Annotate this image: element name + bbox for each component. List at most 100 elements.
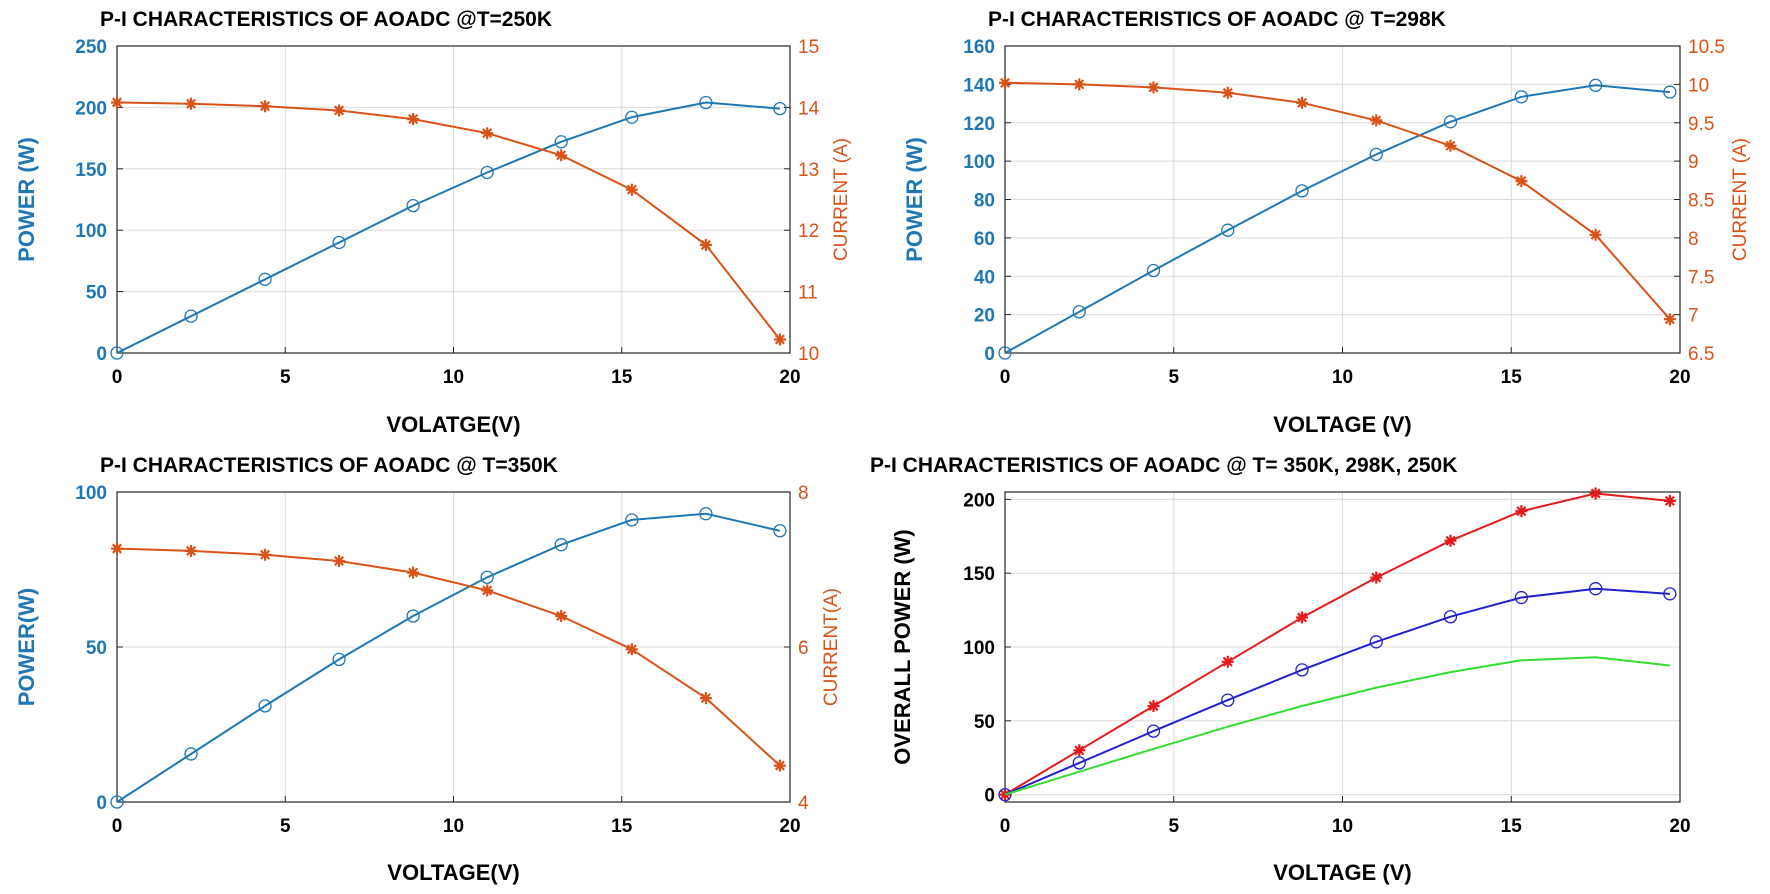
y-tick-label: 50	[86, 638, 107, 659]
data-point-circle	[625, 110, 639, 124]
data-point-circle	[1514, 590, 1529, 605]
y-tick-label: 100	[75, 483, 107, 504]
y2-axis-label: CURRENT (A)	[831, 138, 852, 261]
data-point-star	[1073, 744, 1086, 757]
x-axis-label: VOLATGE(V)	[386, 412, 520, 437]
y-tick-label: 150	[75, 160, 107, 181]
data-point-star	[999, 76, 1011, 89]
data-point-star	[773, 759, 786, 772]
y2-tick-label: 13	[798, 160, 819, 181]
y2-tick-label: 9.5	[1688, 114, 1714, 135]
data-point-circle	[1221, 223, 1235, 237]
x-tick-label: 20	[779, 816, 800, 837]
data-point-circle	[773, 101, 787, 116]
x-tick-label: 0	[112, 816, 123, 837]
data-point-star	[1663, 313, 1676, 326]
y-tick-label: 120	[963, 114, 995, 135]
y-tick-label: 0	[984, 344, 995, 365]
data-point-star	[555, 149, 568, 162]
data-point-star	[625, 643, 638, 656]
x-tick-label: 10	[1332, 816, 1353, 837]
y2-tick-label: 4	[798, 793, 809, 814]
data-point-circle	[1588, 582, 1603, 596]
data-point-circle	[998, 787, 1012, 802]
y2-tick-label: 11	[798, 283, 818, 304]
y-tick-label: 200	[963, 490, 995, 511]
data-point-star	[185, 544, 197, 557]
data-point-circle	[998, 346, 1012, 360]
x-tick-label: 5	[280, 367, 291, 388]
y2-tick-label: 15	[798, 37, 819, 58]
data-point-circle	[406, 198, 420, 213]
series-line-2	[1004, 656, 1671, 796]
data-point-circle	[258, 699, 272, 713]
series-line-1	[116, 547, 781, 767]
y2-tick-label: 6.5	[1688, 344, 1714, 365]
y-tick-label: 250	[75, 37, 107, 58]
chart-title: P-I CHARACTERISTICS OF AOADC @T=250K	[100, 8, 552, 31]
x-tick-label: 5	[1168, 367, 1179, 388]
y2-tick-label: 10.5	[1688, 37, 1725, 58]
data-point-circle	[1369, 635, 1383, 649]
y2-tick-label: 12	[798, 221, 819, 242]
series-line-1	[116, 101, 781, 341]
data-point-circle	[406, 609, 420, 623]
y2-tick-label: 6	[798, 638, 809, 659]
chart-panel-350k: 0 5 10 15 20 0 50 100 4 6 8 P-I CHARACTERISTICS OF …	[14, 454, 842, 885]
data-point-star	[1221, 655, 1234, 668]
data-point-circle	[1146, 724, 1161, 738]
x-tick-label: 0	[112, 367, 123, 388]
series-line-1	[1004, 587, 1670, 796]
data-point-star	[555, 610, 568, 622]
x-axis-label: VOLTAGE (V)	[1273, 860, 1412, 885]
x-tick-label: 0	[1000, 367, 1011, 388]
y2-axis-label: CURRENT(A)	[821, 588, 842, 706]
data-point-star	[1444, 139, 1457, 152]
data-point-star	[773, 333, 786, 346]
data-point-star	[259, 548, 272, 561]
data-point-star	[625, 183, 638, 196]
y2-tick-label: 8.5	[1688, 191, 1714, 212]
y-tick-label: 100	[75, 221, 107, 242]
y-tick-label: 50	[974, 712, 995, 733]
data-point-circle	[1443, 610, 1458, 624]
x-tick-label: 5	[1168, 816, 1179, 837]
y2-tick-label: 10	[798, 344, 819, 365]
data-point-star	[1589, 228, 1602, 241]
data-point-star	[259, 100, 272, 113]
data-point-star	[1663, 494, 1676, 507]
data-point-circle	[1295, 184, 1309, 198]
x-tick-label: 15	[611, 367, 633, 388]
data-point-star	[111, 96, 123, 109]
y-tick-label: 100	[963, 638, 995, 659]
data-point-circle	[1146, 263, 1161, 278]
data-point-circle	[332, 652, 346, 667]
data-point-circle	[699, 507, 713, 521]
y-tick-label: 0	[96, 344, 107, 365]
y-tick-label: 160	[963, 37, 995, 58]
chart-title: P-I CHARACTERISTICS OF AOADC @ T= 350K, …	[870, 454, 1457, 477]
y2-tick-label: 7.5	[1688, 267, 1714, 288]
data-point-circle	[480, 570, 494, 584]
x-tick-label: 15	[1501, 367, 1523, 388]
y-tick-label: 100	[963, 152, 995, 173]
x-tick-label: 10	[443, 816, 464, 837]
series-line-1	[1004, 81, 1671, 320]
data-point-circle	[110, 346, 124, 360]
data-point-circle	[1072, 756, 1086, 770]
y-tick-label: 60	[974, 229, 995, 250]
x-tick-label: 0	[1000, 816, 1011, 837]
data-point-circle	[1221, 693, 1235, 707]
series-line-0	[1004, 492, 1670, 796]
data-point-circle	[110, 795, 124, 809]
y-tick-label: 140	[963, 75, 995, 96]
x-tick-label: 5	[280, 816, 291, 837]
data-point-circle	[184, 747, 198, 761]
data-point-circle	[258, 272, 272, 286]
data-point-star	[699, 692, 712, 705]
y-tick-label: 80	[974, 191, 995, 212]
y2-tick-label: 14	[798, 98, 820, 119]
data-point-star	[1147, 81, 1160, 94]
